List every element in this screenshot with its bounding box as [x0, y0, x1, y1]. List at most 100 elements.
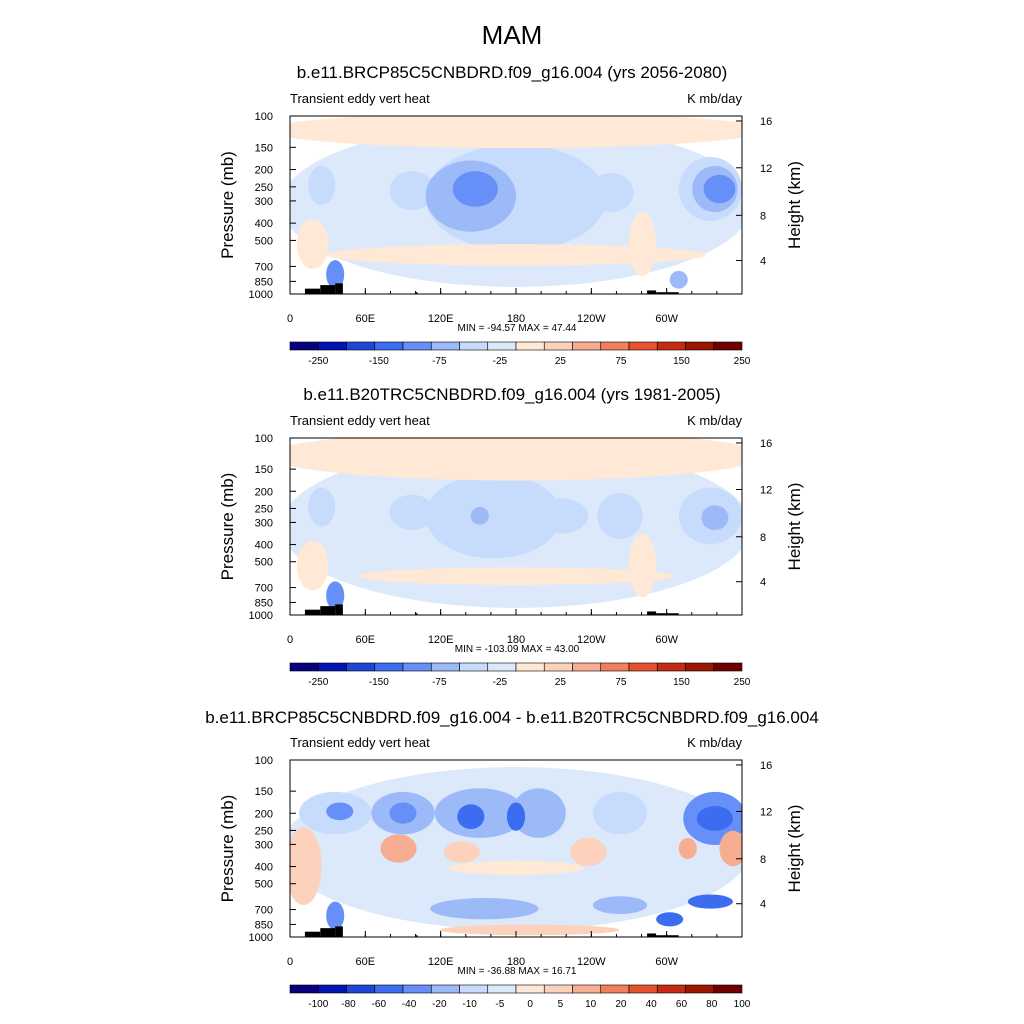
contour-region — [669, 270, 688, 289]
y2-axis-label: Height (km) — [785, 483, 804, 571]
y-tick-label: 250 — [255, 182, 273, 194]
x-tick-label: 120E — [428, 634, 454, 646]
panel-title: b.e11.B20TRC5CNBDRD.f09_g16.004 (yrs 198… — [303, 385, 720, 404]
colorbar-swatch — [289, 341, 319, 351]
y-axis-label: Pressure (mb) — [218, 151, 237, 259]
contour-region — [443, 841, 480, 863]
colorbar-swatch — [713, 341, 743, 351]
x-tick-label: 60E — [356, 634, 376, 646]
colorbar-label: -75 — [432, 356, 447, 367]
colorbar-swatch — [402, 662, 432, 672]
land-mask — [320, 606, 336, 615]
x-tick-label: 180 — [507, 956, 525, 968]
land-mask — [335, 926, 343, 937]
contour-region — [430, 898, 539, 920]
contour-region — [326, 802, 354, 821]
colorbar-swatch — [600, 984, 630, 994]
colorbar-swatch — [346, 341, 376, 351]
colorbar-label: -100 — [308, 999, 328, 1010]
colorbar-label: 250 — [734, 356, 751, 367]
colorbar-label: -60 — [372, 999, 387, 1010]
land-mask — [647, 611, 657, 615]
colorbar-label: 0 — [527, 999, 533, 1010]
land-mask — [320, 285, 336, 294]
contour-region — [448, 860, 584, 876]
contour-region — [326, 581, 345, 610]
contour-region — [326, 260, 345, 289]
colorbar-swatch — [543, 341, 573, 351]
land-mask — [304, 931, 321, 937]
x-tick-label: 120W — [577, 956, 606, 968]
contour-region — [511, 788, 566, 838]
colorbar-swatch — [685, 341, 715, 351]
colorbar-swatch — [430, 984, 460, 994]
colorbar-label: 5 — [558, 999, 564, 1010]
panel-2-group: b.e11.BRCP85C5CNBDRD.f09_g16.004 - b.e11… — [205, 708, 819, 1010]
y2-axis-label: Height (km) — [785, 805, 804, 893]
colorbar-swatch — [656, 984, 686, 994]
colorbar-label: 150 — [673, 677, 690, 688]
colorbar-swatch — [374, 341, 404, 351]
colorbar-swatch — [685, 984, 715, 994]
colorbar-label: 40 — [646, 999, 658, 1010]
colorbar-swatch — [713, 662, 743, 672]
colorbar-swatch — [487, 341, 517, 351]
contour-region — [506, 802, 526, 831]
figure-title: MAM — [481, 20, 543, 50]
y2-tick-label: 12 — [760, 163, 772, 175]
y-tick-label: 500 — [255, 235, 273, 247]
min-max-stats: MIN = -36.88 MAX = 16.71 — [458, 966, 577, 977]
y-tick-label: 100 — [255, 433, 273, 445]
x-tick-label: 60W — [655, 313, 678, 325]
colorbar-swatch — [317, 662, 347, 672]
y-tick-label: 850 — [255, 919, 273, 931]
colorbar-swatch — [600, 341, 630, 351]
colorbar-label: -20 — [432, 999, 447, 1010]
colorbar-swatch — [656, 341, 686, 351]
colorbar-swatch — [459, 984, 489, 994]
colorbar-swatch — [713, 984, 743, 994]
colorbar-label: 25 — [555, 677, 567, 688]
y-tick-label: 500 — [255, 879, 273, 891]
colorbar-label: -250 — [308, 356, 328, 367]
y2-tick-label: 4 — [760, 577, 766, 589]
colorbar-swatch — [685, 662, 715, 672]
x-tick-label: 120W — [577, 313, 606, 325]
colorbar-label: 75 — [615, 356, 627, 367]
colorbar-label: 25 — [555, 356, 567, 367]
y2-tick-label: 12 — [760, 485, 772, 497]
colorbar-label: 75 — [615, 677, 627, 688]
y-tick-label: 850 — [255, 276, 273, 288]
colorbar-swatch — [628, 341, 658, 351]
y-tick-label: 150 — [255, 142, 273, 154]
contour-region — [389, 494, 435, 531]
contour-region — [389, 171, 435, 211]
contour-region — [678, 837, 697, 860]
colorbar-swatch — [515, 662, 545, 672]
contour-region — [629, 212, 657, 277]
land-mask — [320, 928, 336, 937]
contour-region — [290, 438, 742, 481]
colorbar-swatch — [374, 984, 404, 994]
contour-region — [380, 834, 417, 863]
colorbar-swatch — [543, 662, 573, 672]
min-max-stats: MIN = -94.57 MAX = 47.44 — [458, 323, 577, 334]
y-tick-label: 100 — [255, 111, 273, 123]
colorbar-swatch — [289, 662, 319, 672]
colorbar-swatch — [402, 984, 432, 994]
contour-region — [357, 567, 675, 585]
colorbar-label: 100 — [734, 999, 751, 1010]
colorbar-label: -75 — [432, 677, 447, 688]
contour-region — [452, 171, 498, 207]
colorbar-label: -150 — [369, 677, 389, 688]
colorbar-swatch — [317, 984, 347, 994]
contour-region — [308, 165, 336, 205]
contour-region — [592, 896, 648, 914]
land-mask — [415, 935, 418, 937]
contour-region — [592, 791, 648, 835]
contour-region — [701, 505, 729, 531]
min-max-stats: MIN = -103.09 MAX = 43.00 — [455, 644, 580, 655]
y-tick-label: 300 — [255, 839, 273, 851]
